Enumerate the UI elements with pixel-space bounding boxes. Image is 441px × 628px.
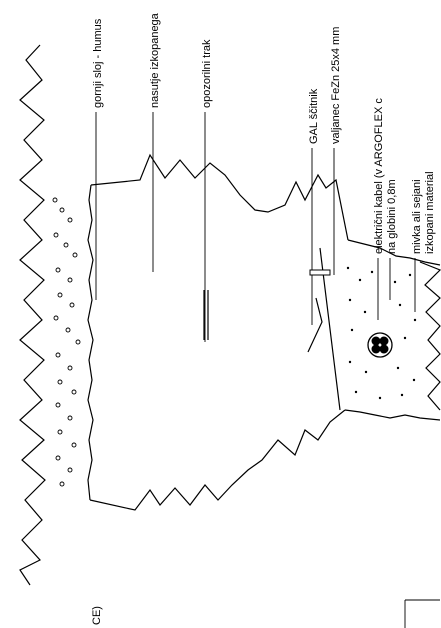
earthing-strip-shape	[309, 269, 331, 276]
sand-dots-pattern	[346, 266, 417, 400]
label-cut-text: CE)	[91, 606, 103, 625]
label-cable-line1: električni kabel (v ARGOFLEX c	[373, 98, 385, 254]
label-cable-line2: na globini 0,8m	[386, 179, 398, 254]
label-backfill: nasutje izkopanega	[149, 12, 161, 108]
gal-guard-shape	[307, 297, 323, 353]
backfill-gravel-pattern	[52, 197, 81, 487]
leader-lines	[95, 112, 416, 342]
trench-floor-edge	[419, 261, 441, 411]
trench-upper-edge	[87, 184, 94, 501]
trench-wall-top	[90, 153, 349, 241]
label-sand-line2: izkopani material	[424, 171, 436, 254]
electric-cable-symbol	[367, 332, 393, 358]
ground-surface-line	[19, 44, 46, 586]
warning-tape-mark	[203, 290, 209, 340]
dimension-mark	[404, 599, 440, 628]
label-top-soil: gornji sloj - humus	[92, 18, 104, 108]
sand-bed-outline	[319, 239, 441, 421]
label-warning-tape: opozorilni trak	[201, 39, 213, 108]
label-earthing-strip: valjanec FeZn 25x4 mm	[330, 27, 342, 144]
label-sand-line1: mivka ali sejani	[411, 179, 423, 254]
trench-wall-bottom	[89, 409, 346, 511]
label-gal-guard: GAL ščitnik	[308, 88, 320, 144]
